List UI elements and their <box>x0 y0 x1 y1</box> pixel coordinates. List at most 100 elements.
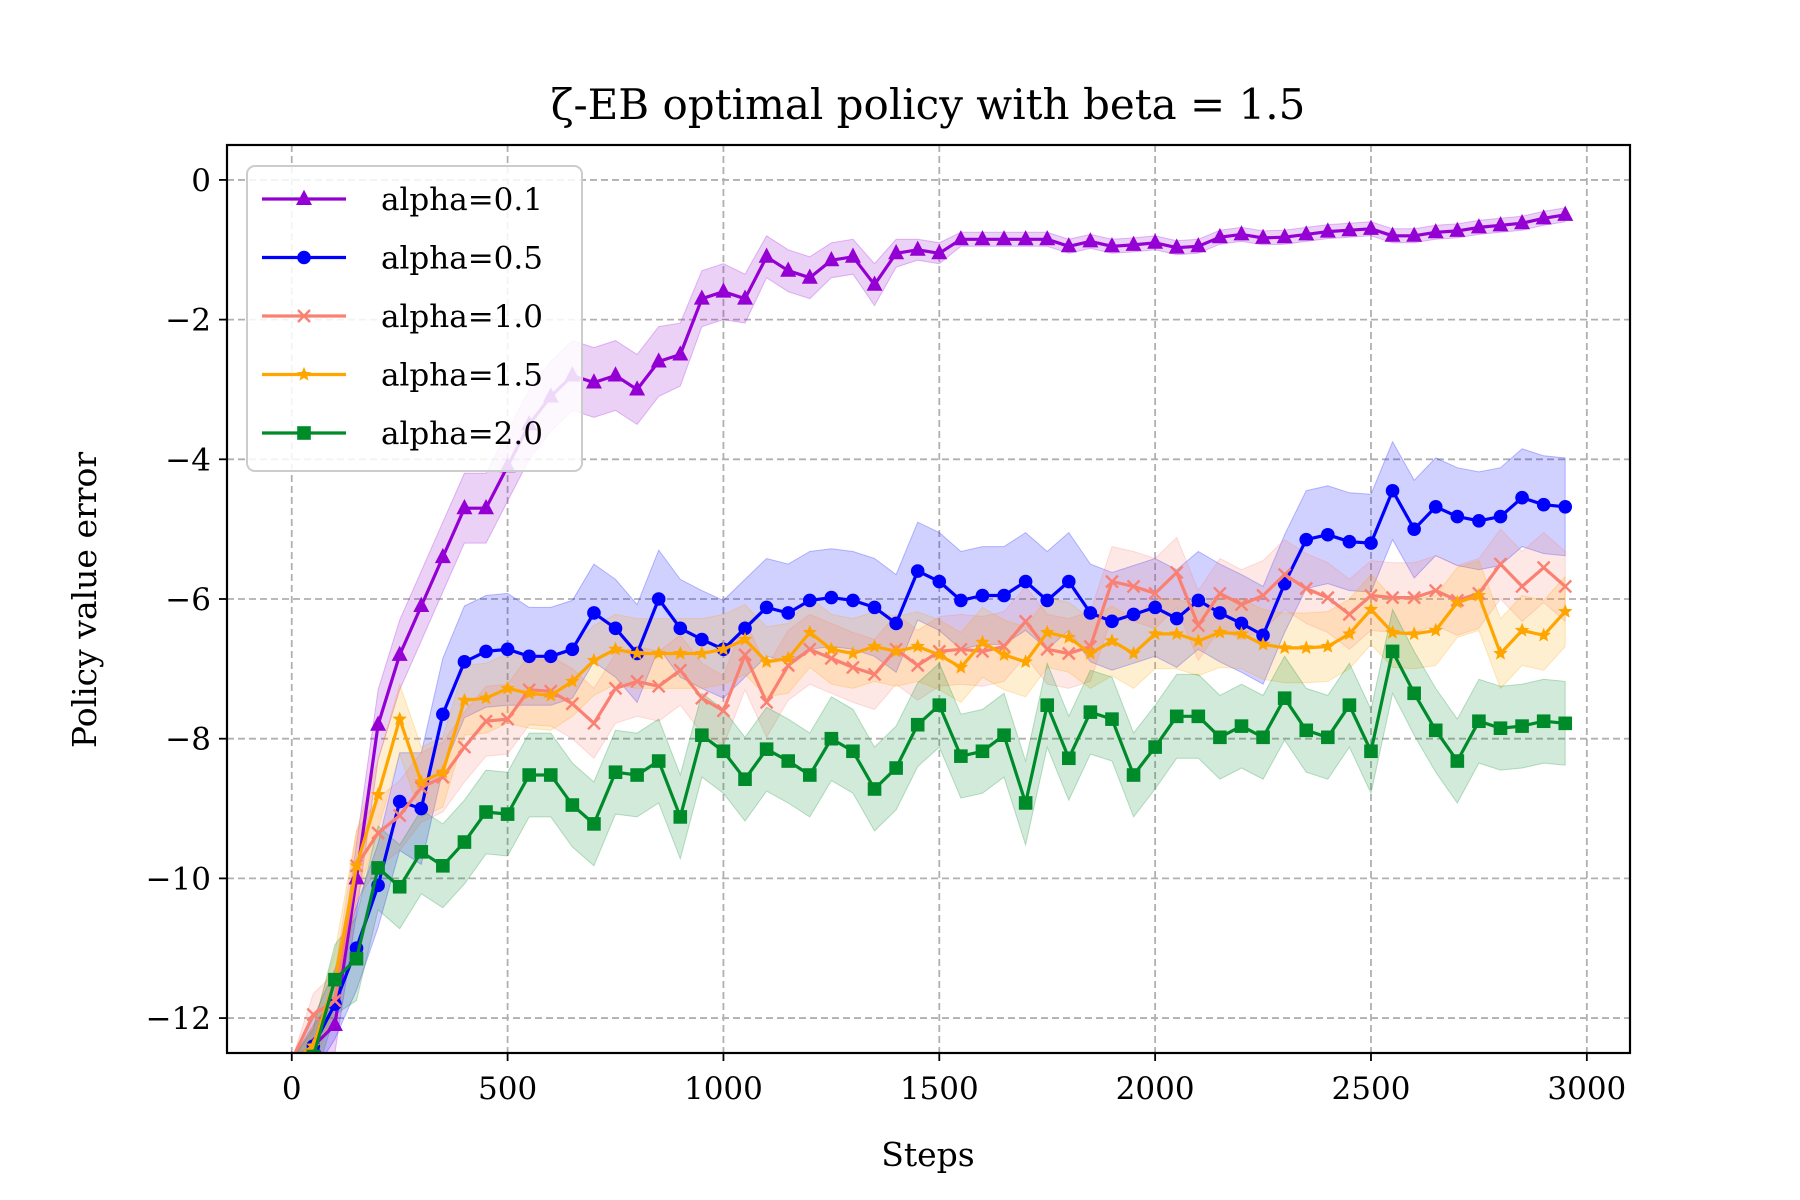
data-point <box>565 673 580 688</box>
data-point <box>1061 646 1076 661</box>
legend-label: alpha=2.0 <box>381 416 543 452</box>
data-point <box>391 645 408 661</box>
legend-marker <box>297 309 311 323</box>
data-point <box>780 261 797 277</box>
data-point <box>1558 716 1573 731</box>
data-point <box>1105 712 1119 726</box>
series-alpha=1.0 <box>293 557 1573 1053</box>
data-point <box>1472 714 1486 729</box>
data-point <box>1169 626 1184 641</box>
data-point <box>1362 219 1379 235</box>
data-point <box>1126 579 1141 594</box>
data-point <box>738 648 752 662</box>
x-tick-label: 3000 <box>1547 1071 1626 1107</box>
data-point <box>824 590 839 605</box>
x-tick-label: 2000 <box>1116 1071 1195 1107</box>
data-point <box>1320 590 1335 605</box>
data-point <box>586 652 602 667</box>
data-point <box>414 801 429 816</box>
y-tick-label: −10 <box>146 861 211 897</box>
data-point <box>435 764 451 779</box>
data-point <box>1427 223 1444 239</box>
data-point <box>1514 622 1530 637</box>
data-point <box>1191 709 1206 724</box>
data-point <box>1536 497 1551 512</box>
legend-marker <box>297 426 311 440</box>
data-point <box>758 247 775 263</box>
data-point <box>1363 601 1379 616</box>
data-point <box>759 600 774 615</box>
data-point <box>1125 235 1142 251</box>
data-point <box>1211 227 1228 244</box>
data-point <box>392 808 407 823</box>
data-point <box>738 772 752 787</box>
legend-label: alpha=1.5 <box>381 358 543 394</box>
data-point <box>500 807 515 821</box>
legend-entry: alpha=1.0 <box>262 299 543 335</box>
data-point <box>1535 209 1552 225</box>
data-point <box>672 345 689 361</box>
data-point <box>587 817 601 831</box>
data-point <box>1515 719 1529 733</box>
data-point <box>434 547 451 564</box>
data-point <box>478 690 494 705</box>
data-point <box>306 1049 321 1053</box>
series-alpha=0.5 <box>299 483 1573 1053</box>
data-point <box>673 621 688 636</box>
data-point <box>1040 642 1055 657</box>
data-point <box>1061 629 1076 644</box>
data-point <box>328 997 342 1011</box>
data-point <box>1342 534 1357 549</box>
data-point <box>716 703 731 718</box>
data-point <box>1493 721 1508 736</box>
data-point <box>457 692 472 707</box>
y-axis-ticks: 0 −2 −4 −6 −8 −10 −12 <box>146 163 227 1037</box>
data-point <box>802 593 817 608</box>
data-point <box>608 681 623 696</box>
data-point <box>500 712 515 726</box>
data-point <box>392 794 407 809</box>
data-point <box>867 638 882 653</box>
data-point <box>1321 527 1335 542</box>
data-point <box>1385 590 1400 605</box>
y-tick-label: 0 <box>191 163 211 199</box>
data-point <box>1342 626 1357 641</box>
data-point <box>846 660 860 675</box>
data-point <box>651 754 666 768</box>
data-point <box>349 951 364 966</box>
y-tick-label: −8 <box>165 722 211 758</box>
data-point <box>1213 586 1227 601</box>
data-point <box>1407 522 1421 536</box>
data-point <box>370 715 387 731</box>
data-point <box>715 282 732 298</box>
data-point <box>1126 607 1141 622</box>
data-point <box>1384 226 1401 242</box>
data-point <box>1234 719 1249 733</box>
data-point <box>457 835 472 849</box>
data-point <box>1040 593 1055 608</box>
data-point <box>500 680 515 695</box>
y-axis-label: Policy value error <box>65 452 104 749</box>
data-point <box>1450 509 1465 524</box>
data-point <box>695 728 709 742</box>
data-point <box>1234 626 1249 641</box>
data-point <box>759 654 774 668</box>
data-point <box>651 645 666 660</box>
data-point <box>1299 640 1314 654</box>
data-point <box>392 711 407 726</box>
data-point <box>695 632 709 647</box>
data-point <box>1492 216 1509 232</box>
data-point <box>1104 633 1120 648</box>
legend: alpha=0.1 alpha=0.5 alpha=1.0 alpha=1.5 alph… <box>246 165 583 472</box>
data-point <box>1515 579 1529 594</box>
data-point <box>954 593 968 608</box>
data-point <box>392 879 407 894</box>
data-point <box>910 564 925 578</box>
data-point <box>1557 205 1574 221</box>
legend-label: alpha=0.1 <box>381 182 543 218</box>
data-point <box>1450 594 1465 609</box>
data-point <box>1385 644 1400 659</box>
data-point <box>888 643 904 658</box>
data-point <box>1213 730 1227 745</box>
